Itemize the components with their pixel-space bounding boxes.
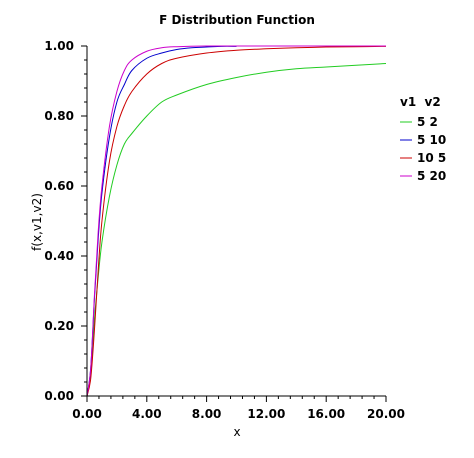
x-tick-label: 16.00 <box>307 407 345 421</box>
y-tick-label: 0.20 <box>44 319 74 333</box>
y-tick-label: 0.40 <box>44 249 74 263</box>
plot-area <box>86 45 387 397</box>
series-line-3 <box>86 45 386 397</box>
legend-label: 5 20 <box>417 169 446 183</box>
legend-header: v1 v2 <box>400 95 441 109</box>
x-tick-label: 20.00 <box>367 407 405 421</box>
x-tick-label: 12.00 <box>247 407 285 421</box>
chart-title: F Distribution Function <box>159 13 315 27</box>
y-tick-label: 1.00 <box>44 39 74 53</box>
legend: v1 v2 5 2 5 10 10 5 5 20 <box>400 95 446 183</box>
y-tick-label: 0.80 <box>44 109 74 123</box>
x-tick-label: 4.00 <box>132 407 162 421</box>
axes <box>86 46 386 397</box>
x-axis-label: x <box>233 425 240 439</box>
x-tick-label: 8.00 <box>192 407 222 421</box>
legend-label: 5 2 <box>417 115 438 129</box>
y-tick-label: 0.00 <box>44 389 74 403</box>
y-axis-label: f(x,v1,v2) <box>30 193 44 251</box>
legend-label: 10 5 <box>417 151 446 165</box>
y-tick-label: 0.60 <box>44 179 74 193</box>
x-tick-label: 0.00 <box>72 407 102 421</box>
ticks: 0.00 0.20 0.40 0.60 0.80 1.00 0.00 4.00 8.00 12.0… <box>44 39 405 421</box>
series-line-2 <box>86 45 387 397</box>
legend-label: 5 10 <box>417 133 446 147</box>
series-line-1 <box>86 45 237 397</box>
series-line-0 <box>86 63 387 397</box>
